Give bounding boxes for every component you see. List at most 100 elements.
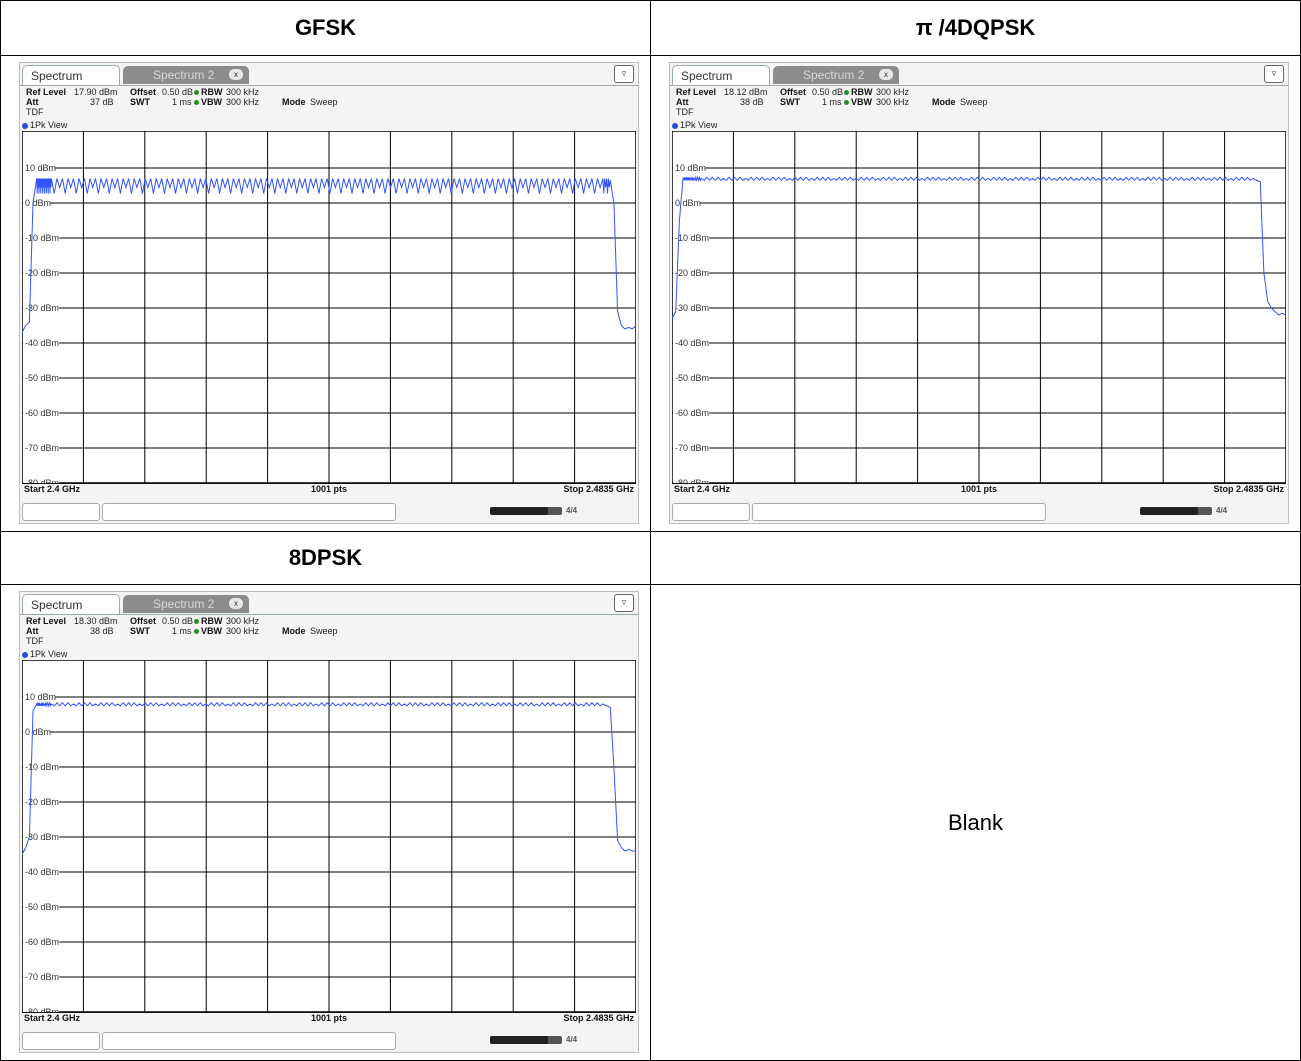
sweep-progress-bar	[490, 1036, 562, 1045]
tick-label-background	[23, 338, 60, 348]
y-tick-label: 0 dBm	[25, 727, 51, 737]
y-tick-label: -70 dBm	[25, 443, 59, 453]
sweep-progress-fill	[1140, 507, 1198, 516]
tick-label-background	[23, 832, 60, 842]
tick-label-background	[23, 867, 60, 877]
spectrum-trace	[22, 178, 636, 333]
status-field-2[interactable]	[102, 1032, 396, 1051]
tab-spectrum[interactable]: Spectrum	[672, 65, 770, 86]
status-field-2[interactable]	[752, 503, 1046, 522]
tick-label-background	[673, 338, 710, 348]
status-bar: 4/4	[20, 1024, 638, 1052]
header-pi4dqpsk: π /4DQPSK	[650, 0, 1301, 57]
mode-value: Sweep	[310, 97, 338, 108]
tab-divider	[670, 85, 1288, 87]
tdf-label: TDF	[26, 636, 44, 647]
status-field-1[interactable]	[672, 503, 750, 522]
tick-label-background	[23, 972, 60, 982]
view-label: 1Pk View	[680, 120, 718, 131]
points-count: 1001 pts	[310, 1013, 348, 1024]
y-tick-label: -50 dBm	[25, 373, 59, 383]
status-dot-icon	[844, 89, 849, 95]
sweep-progress-fill	[490, 1036, 548, 1045]
y-tick-label: -10 dBm	[675, 233, 709, 243]
tab-spectrum[interactable]: Spectrum	[22, 594, 120, 615]
status-bar: 4/4	[670, 495, 1288, 523]
plot-footer: Start 2.4 GHz 1001 pts Stop 2.4835 GHz	[672, 483, 1286, 495]
mode-label: Mode	[282, 626, 306, 637]
y-tick-label: 0 dBm	[25, 198, 51, 208]
spectrum-plot: 10 dBm 0 dBm -10 dBm -20 dBm -30 dBm -40 dBm -…	[672, 131, 1286, 484]
status-field-2[interactable]	[102, 503, 396, 522]
spectrum-analyzer-panel: Spectrum Spectrum 2 x ▿ Ref Level 18.30 …	[19, 591, 639, 1054]
tick-label-background	[673, 443, 710, 453]
tab-spectrum[interactable]: Spectrum	[22, 65, 120, 86]
y-tick-label: 10 dBm	[675, 163, 706, 173]
tick-label-background	[23, 198, 50, 208]
rbw-label: RBW	[851, 87, 873, 98]
header-empty	[650, 530, 1301, 586]
vbw-value: 300 kHz	[226, 97, 260, 108]
att-label: Att	[26, 626, 39, 637]
y-tick-label: -20 dBm	[25, 797, 59, 807]
att-value: 37 dB	[90, 97, 114, 108]
tick-label-background	[673, 163, 705, 173]
tick-label-background	[23, 1007, 60, 1013]
display-config-icon[interactable]: ▿	[1264, 65, 1284, 84]
plot-footer: Start 2.4 GHz 1001 pts Stop 2.4835 GHz	[22, 1012, 636, 1024]
att-value: 38 dB	[740, 97, 764, 108]
display-config-icon[interactable]: ▿	[614, 65, 634, 84]
tdf-label: TDF	[26, 107, 44, 118]
y-tick-label: -50 dBm	[675, 373, 709, 383]
swt-value: 1 ms	[172, 626, 192, 637]
tab-spectrum-2[interactable]: Spectrum 2	[123, 66, 249, 85]
close-icon[interactable]: x	[879, 69, 893, 81]
offset-label: Offset	[780, 87, 807, 98]
tick-label-background	[23, 268, 60, 278]
y-tick-label: -40 dBm	[25, 867, 59, 877]
sweep-count: 4/4	[566, 1035, 578, 1045]
y-tick-label: -80 dBm	[675, 478, 709, 483]
close-icon[interactable]: x	[229, 69, 243, 81]
att-value: 38 dB	[90, 626, 114, 637]
trace-view-label: 1Pk View	[20, 648, 638, 660]
tick-label-background	[23, 233, 60, 243]
sweep-progress-fill	[490, 507, 548, 516]
stop-frequency: Stop 2.4835 GHz	[563, 484, 634, 495]
points-count: 1001 pts	[960, 484, 998, 495]
sweep-count: 4/4	[1216, 506, 1228, 516]
sweep-progress-bar	[490, 507, 562, 516]
tab-divider	[20, 85, 638, 87]
tab-bar: Spectrum Spectrum 2 x ▿	[20, 592, 638, 615]
vbw-value: 300 kHz	[876, 97, 910, 108]
rbw-value: 300 kHz	[226, 616, 260, 627]
tick-label-background	[673, 233, 710, 243]
display-config-icon[interactable]: ▿	[614, 594, 634, 613]
vbw-label: VBW	[201, 97, 222, 108]
status-field-1[interactable]	[22, 1032, 100, 1051]
trace-dot-icon	[22, 122, 28, 129]
ref-level-label: Ref Level	[676, 87, 717, 98]
close-icon[interactable]: x	[229, 598, 243, 610]
status-dot-icon	[194, 99, 199, 105]
mode-value: Sweep	[310, 626, 338, 637]
y-tick-label: -10 dBm	[25, 762, 59, 772]
spectrum-trace	[672, 175, 1286, 319]
status-field-1[interactable]	[22, 503, 100, 522]
spectrum-analyzer-panel: Spectrum Spectrum 2 x ▿ Ref Level 18.12 …	[669, 62, 1289, 525]
tab-bar: Spectrum Spectrum 2 x ▿	[670, 63, 1288, 86]
vbw-label: VBW	[851, 97, 872, 108]
stop-frequency: Stop 2.4835 GHz	[563, 1013, 634, 1024]
swt-value: 1 ms	[172, 97, 192, 108]
tick-label-background	[23, 373, 60, 383]
spectrum-trace	[22, 701, 636, 855]
spectrum-analyzer-panel: Spectrum Spectrum 2 x ▿ Ref Level 17.90 …	[19, 62, 639, 525]
att-label: Att	[26, 97, 39, 108]
ref-level-value: 17.90 dBm	[74, 87, 118, 98]
swt-label: SWT	[780, 97, 800, 108]
rbw-label: RBW	[201, 616, 223, 627]
status-dot-icon	[844, 99, 849, 105]
tab-spectrum-2[interactable]: Spectrum 2	[773, 66, 899, 85]
y-tick-label: -40 dBm	[25, 338, 59, 348]
tab-spectrum-2[interactable]: Spectrum 2	[123, 595, 249, 614]
